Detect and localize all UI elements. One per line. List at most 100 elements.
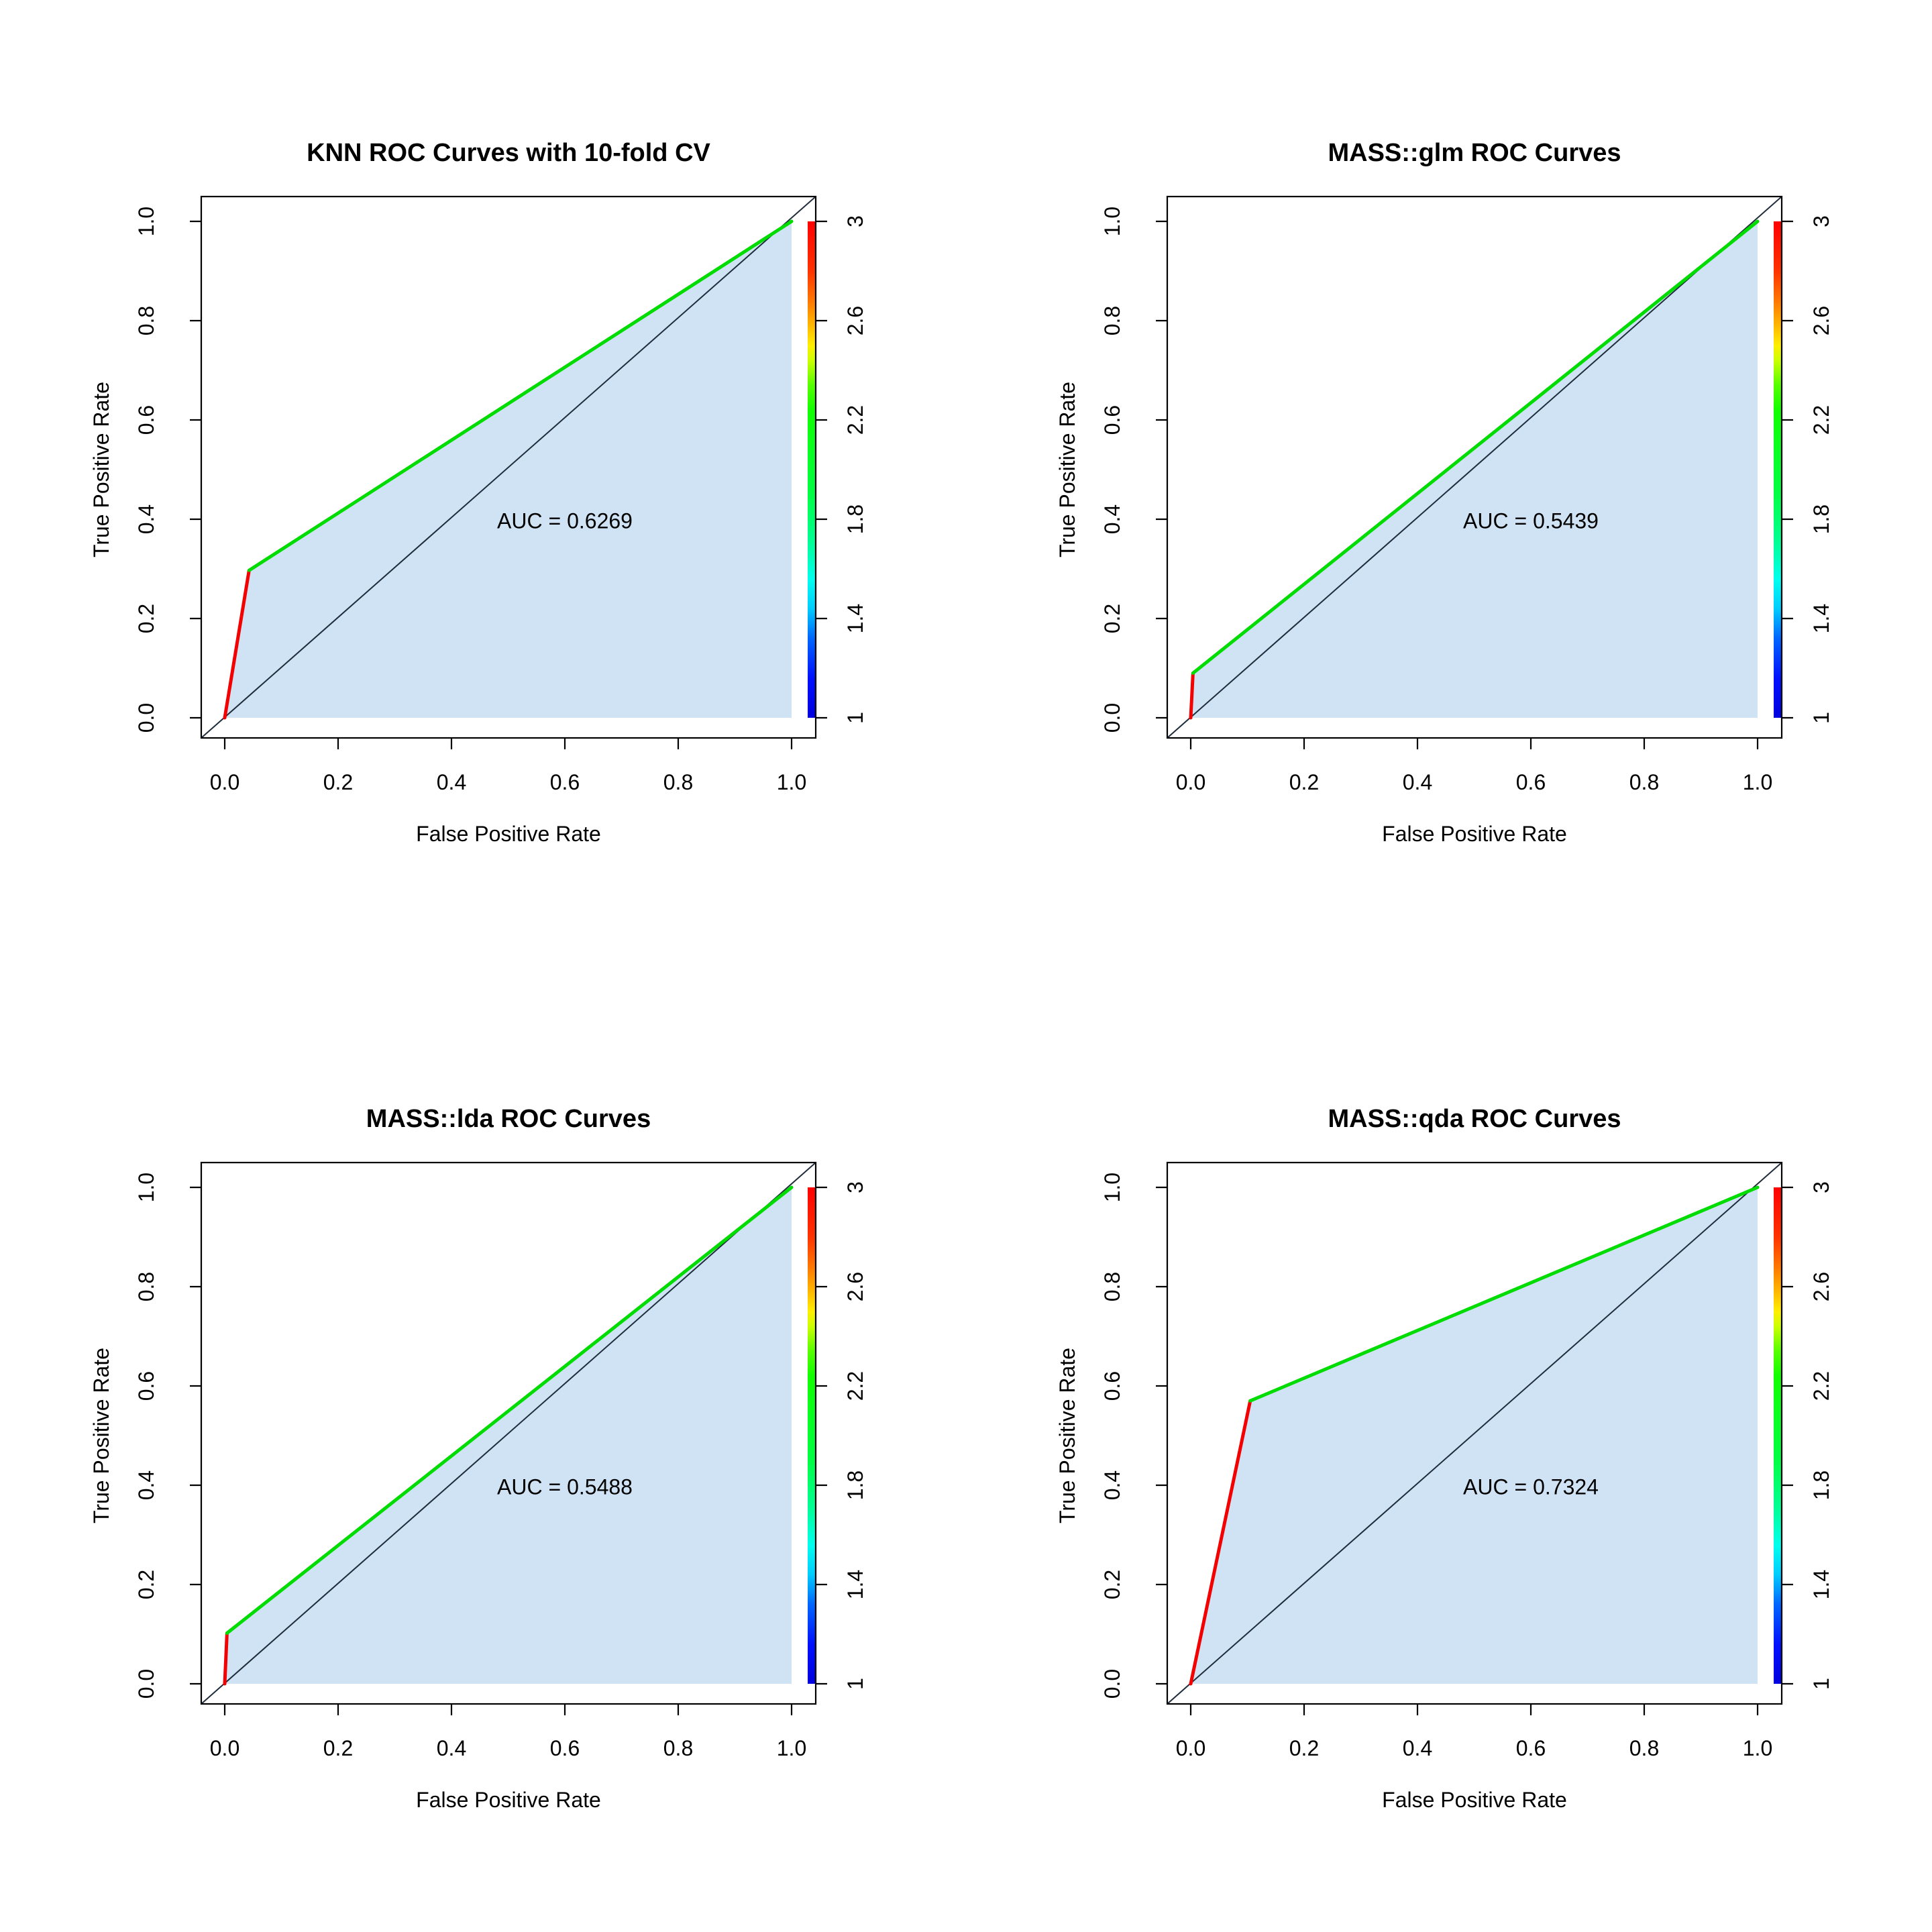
y-axis-tick-label: 0.8 — [134, 306, 158, 335]
y-axis-tick-label: 0.0 — [134, 703, 158, 733]
colorbar-tick-label: 3 — [843, 215, 867, 227]
x-axis-tick-label: 1.0 — [1743, 1736, 1772, 1760]
x-axis-tick-label: 0.8 — [1629, 1736, 1659, 1760]
roc-plot-svg-lda: 0.0 0.2 0.4 0.6 0.8 1.0 0.0 0.2 0.4 0.6 0.8 1.0 1 1.4… — [89, 1105, 867, 1812]
x-axis-tick-label: 0.4 — [1403, 770, 1432, 794]
auc-label: AUC = 0.6269 — [497, 508, 633, 533]
x-axis-tick-label: 0.6 — [550, 1736, 580, 1760]
x-axis-tick-label: 0.0 — [210, 770, 239, 794]
colorbar-tick-label: 1.4 — [1809, 1570, 1833, 1599]
y-axis-tick-label: 0.2 — [134, 1570, 158, 1599]
auc-label: AUC = 0.5439 — [1463, 508, 1599, 533]
colorbar-tick-label: 2.2 — [1809, 405, 1833, 435]
x-axis-tick-label: 0.6 — [1516, 1736, 1546, 1760]
x-axis-tick-label: 0.8 — [663, 1736, 693, 1760]
y-axis-title: True Positive Rate — [1055, 1348, 1079, 1523]
y-axis-tick-label: 0.0 — [1100, 703, 1124, 733]
y-axis-tick-label: 0.4 — [134, 1470, 158, 1500]
x-axis-tick-label: 0.8 — [1629, 770, 1659, 794]
auc-area-fill — [225, 221, 792, 718]
colorbar-gradient — [808, 221, 815, 718]
y-axis-tick-label: 0.8 — [1100, 1272, 1124, 1301]
colorbar-tick-label: 3 — [843, 1181, 867, 1193]
colorbar-tick-label: 1 — [843, 712, 867, 724]
panel-lda-roc: 0.0 0.2 0.4 0.6 0.8 1.0 0.0 0.2 0.4 0.6 0.8 1.0 1 1.4… — [0, 966, 966, 1932]
y-axis-tick-label: 1.0 — [1100, 1173, 1124, 1202]
colorbar-gradient — [808, 1187, 815, 1684]
x-axis-tick-label: 0.2 — [323, 770, 353, 794]
roc-segment-green — [1191, 219, 1760, 675]
roc-segment-green — [225, 1185, 794, 1635]
y-axis-tick-label: 0.8 — [134, 1272, 158, 1301]
colorbar-tick-label: 1 — [1809, 712, 1833, 724]
x-axis-tick-label: 0.2 — [1289, 770, 1319, 794]
x-axis-title: False Positive Rate — [1382, 1788, 1567, 1812]
auc-area-fill — [225, 1187, 792, 1684]
auc-label: AUC = 0.5488 — [497, 1474, 633, 1499]
roc-segment-red — [223, 568, 251, 720]
y-axis-tick-label: 0.4 — [134, 504, 158, 534]
plot-box — [1166, 195, 1783, 739]
y-axis-tick-label: 0.2 — [1100, 1570, 1124, 1599]
x-axis-tick-label: 0.0 — [210, 1736, 239, 1760]
roc-segment-red — [223, 1631, 229, 1686]
roc-segment-green — [1248, 1185, 1760, 1403]
plot-box — [200, 195, 817, 739]
colorbar-tick-label: 2.2 — [1809, 1371, 1833, 1401]
colorbar-tick-label: 1 — [1809, 1678, 1833, 1690]
y-axis-tick-label: 0.8 — [1100, 306, 1124, 335]
auc-label: AUC = 0.7324 — [1463, 1474, 1599, 1499]
panel-qda-roc: 0.0 0.2 0.4 0.6 0.8 1.0 0.0 0.2 0.4 0.6 0.8 1.0 1 1.4… — [966, 966, 1932, 1932]
y-axis-tick-label: 0.0 — [134, 1669, 158, 1699]
y-axis-title: True Positive Rate — [1055, 382, 1079, 557]
y-axis-tick-label: 0.6 — [134, 405, 158, 435]
colorbar-tick-label: 1.8 — [1809, 504, 1833, 534]
roc-plot-svg-knn: 0.0 0.2 0.4 0.6 0.8 1.0 0.0 0.2 0.4 0.6 0.8 1.0 1 1.4… — [89, 139, 867, 846]
x-axis-tick-label: 0.6 — [1516, 770, 1546, 794]
x-axis-tick-label: 0.0 — [1176, 770, 1205, 794]
auc-area-fill — [1191, 1187, 1758, 1684]
y-axis-title: True Positive Rate — [89, 382, 113, 557]
panel-title: MASS::lda ROC Curves — [366, 1105, 651, 1133]
x-axis-tick-label: 0.4 — [437, 770, 466, 794]
plot-box — [200, 1161, 817, 1705]
colorbar-tick-label: 3 — [1809, 215, 1833, 227]
colorbar-tick-label: 2.6 — [1809, 1272, 1833, 1301]
colorbar-tick-label: 1.4 — [843, 604, 867, 633]
y-axis-tick-label: 0.2 — [134, 604, 158, 633]
chance-diagonal-line — [1167, 196, 1782, 739]
colorbar-tick-label: 2.2 — [843, 405, 867, 435]
y-axis-tick-label: 0.6 — [1100, 1371, 1124, 1401]
roc-segment-green — [247, 219, 794, 572]
panel-knn-roc: 0.0 0.2 0.4 0.6 0.8 1.0 0.0 0.2 0.4 0.6 0.8 1.0 1 1.4… — [0, 0, 966, 966]
panel-glm-roc: 0.0 0.2 0.4 0.6 0.8 1.0 0.0 0.2 0.4 0.6 0.8 1.0 1 1.4… — [966, 0, 1932, 966]
chance-diagonal-line — [201, 1162, 816, 1705]
roc-plot-svg-qda: 0.0 0.2 0.4 0.6 0.8 1.0 0.0 0.2 0.4 0.6 0.8 1.0 1 1.4… — [1055, 1105, 1833, 1812]
colorbar-tick-label: 2.2 — [843, 1371, 867, 1401]
y-axis-tick-label: 0.6 — [1100, 405, 1124, 435]
colorbar-tick-label: 1.8 — [843, 1470, 867, 1500]
x-axis-title: False Positive Rate — [416, 1788, 601, 1812]
colorbar-tick-label: 3 — [1809, 1181, 1833, 1193]
y-axis-tick-label: 0.4 — [1100, 1470, 1124, 1500]
x-axis-title: False Positive Rate — [1382, 822, 1567, 846]
colorbar-tick-label: 2.6 — [843, 1272, 867, 1301]
x-axis-tick-label: 0.2 — [1289, 1736, 1319, 1760]
panel-title: MASS::qda ROC Curves — [1328, 1105, 1621, 1133]
colorbar-tick-label: 2.6 — [843, 306, 867, 335]
x-axis-tick-label: 0.2 — [323, 1736, 353, 1760]
y-axis-tick-label: 0.2 — [1100, 604, 1124, 633]
x-axis-title: False Positive Rate — [416, 822, 601, 846]
x-axis-tick-label: 0.8 — [663, 770, 693, 794]
y-axis-tick-label: 1.0 — [134, 207, 158, 236]
roc-plot-svg-glm: 0.0 0.2 0.4 0.6 0.8 1.0 0.0 0.2 0.4 0.6 0.8 1.0 1 1.4… — [1055, 139, 1833, 846]
colorbar-tick-label: 1.4 — [843, 1570, 867, 1599]
chance-diagonal-line — [201, 196, 816, 739]
colorbar-gradient — [1774, 221, 1781, 718]
y-axis-tick-label: 0.0 — [1100, 1669, 1124, 1699]
colorbar-gradient — [1774, 1187, 1781, 1684]
auc-area-fill — [1191, 221, 1758, 718]
plot-box — [1166, 1161, 1783, 1705]
y-axis-tick-label: 1.0 — [1100, 207, 1124, 236]
